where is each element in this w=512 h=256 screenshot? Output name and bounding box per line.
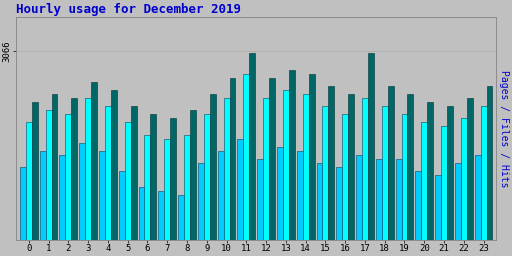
Bar bbox=[238, 139, 243, 256]
Bar bbox=[461, 118, 467, 256]
Bar bbox=[46, 110, 52, 256]
Bar bbox=[356, 155, 362, 256]
Bar bbox=[131, 106, 137, 256]
Bar bbox=[151, 114, 156, 256]
Bar bbox=[158, 191, 164, 256]
Bar bbox=[59, 155, 66, 256]
Bar bbox=[125, 122, 131, 256]
Bar bbox=[348, 94, 354, 256]
Bar bbox=[486, 86, 493, 256]
Bar bbox=[362, 98, 368, 256]
Bar bbox=[441, 126, 447, 256]
Bar bbox=[277, 147, 283, 256]
Bar bbox=[99, 151, 105, 256]
Bar bbox=[382, 106, 388, 256]
Bar bbox=[119, 171, 125, 256]
Bar bbox=[328, 86, 334, 256]
Bar bbox=[421, 122, 427, 256]
Bar bbox=[218, 151, 224, 256]
Bar bbox=[26, 122, 32, 256]
Bar bbox=[32, 102, 38, 256]
Bar bbox=[455, 163, 461, 256]
Bar bbox=[170, 118, 176, 256]
Bar bbox=[139, 187, 144, 256]
Bar bbox=[388, 86, 394, 256]
Y-axis label: Pages / Files / Hits: Pages / Files / Hits bbox=[499, 70, 509, 187]
Bar bbox=[178, 195, 184, 256]
Bar bbox=[283, 90, 289, 256]
Bar bbox=[111, 90, 117, 256]
Bar bbox=[289, 70, 295, 256]
Bar bbox=[435, 175, 441, 256]
Bar bbox=[224, 98, 229, 256]
Bar bbox=[243, 74, 249, 256]
Bar bbox=[184, 135, 190, 256]
Bar bbox=[427, 102, 433, 256]
Bar bbox=[190, 110, 196, 256]
Bar bbox=[39, 151, 46, 256]
Bar bbox=[447, 106, 453, 256]
Bar bbox=[401, 114, 408, 256]
Bar bbox=[408, 94, 413, 256]
Bar bbox=[71, 98, 77, 256]
Bar bbox=[210, 94, 216, 256]
Bar bbox=[204, 114, 210, 256]
Bar bbox=[249, 54, 255, 256]
Bar bbox=[467, 98, 473, 256]
Bar bbox=[336, 167, 342, 256]
Bar bbox=[309, 74, 314, 256]
Bar bbox=[323, 106, 328, 256]
Bar bbox=[144, 135, 151, 256]
Bar bbox=[66, 114, 71, 256]
Bar bbox=[368, 54, 374, 256]
Bar bbox=[396, 159, 401, 256]
Bar bbox=[303, 94, 309, 256]
Bar bbox=[316, 163, 323, 256]
Bar bbox=[269, 78, 275, 256]
Bar bbox=[376, 159, 382, 256]
Bar bbox=[79, 143, 85, 256]
Bar bbox=[263, 98, 269, 256]
Bar bbox=[85, 98, 91, 256]
Bar bbox=[91, 82, 97, 256]
Bar bbox=[257, 159, 263, 256]
Bar bbox=[52, 94, 57, 256]
Bar bbox=[105, 106, 111, 256]
Bar bbox=[198, 163, 204, 256]
Bar bbox=[481, 106, 486, 256]
Bar bbox=[342, 114, 348, 256]
Bar bbox=[20, 167, 26, 256]
Text: Hourly usage for December 2019: Hourly usage for December 2019 bbox=[16, 3, 241, 16]
Bar bbox=[475, 155, 481, 256]
Bar bbox=[229, 78, 236, 256]
Bar bbox=[297, 151, 303, 256]
Bar bbox=[164, 139, 170, 256]
Bar bbox=[415, 171, 421, 256]
